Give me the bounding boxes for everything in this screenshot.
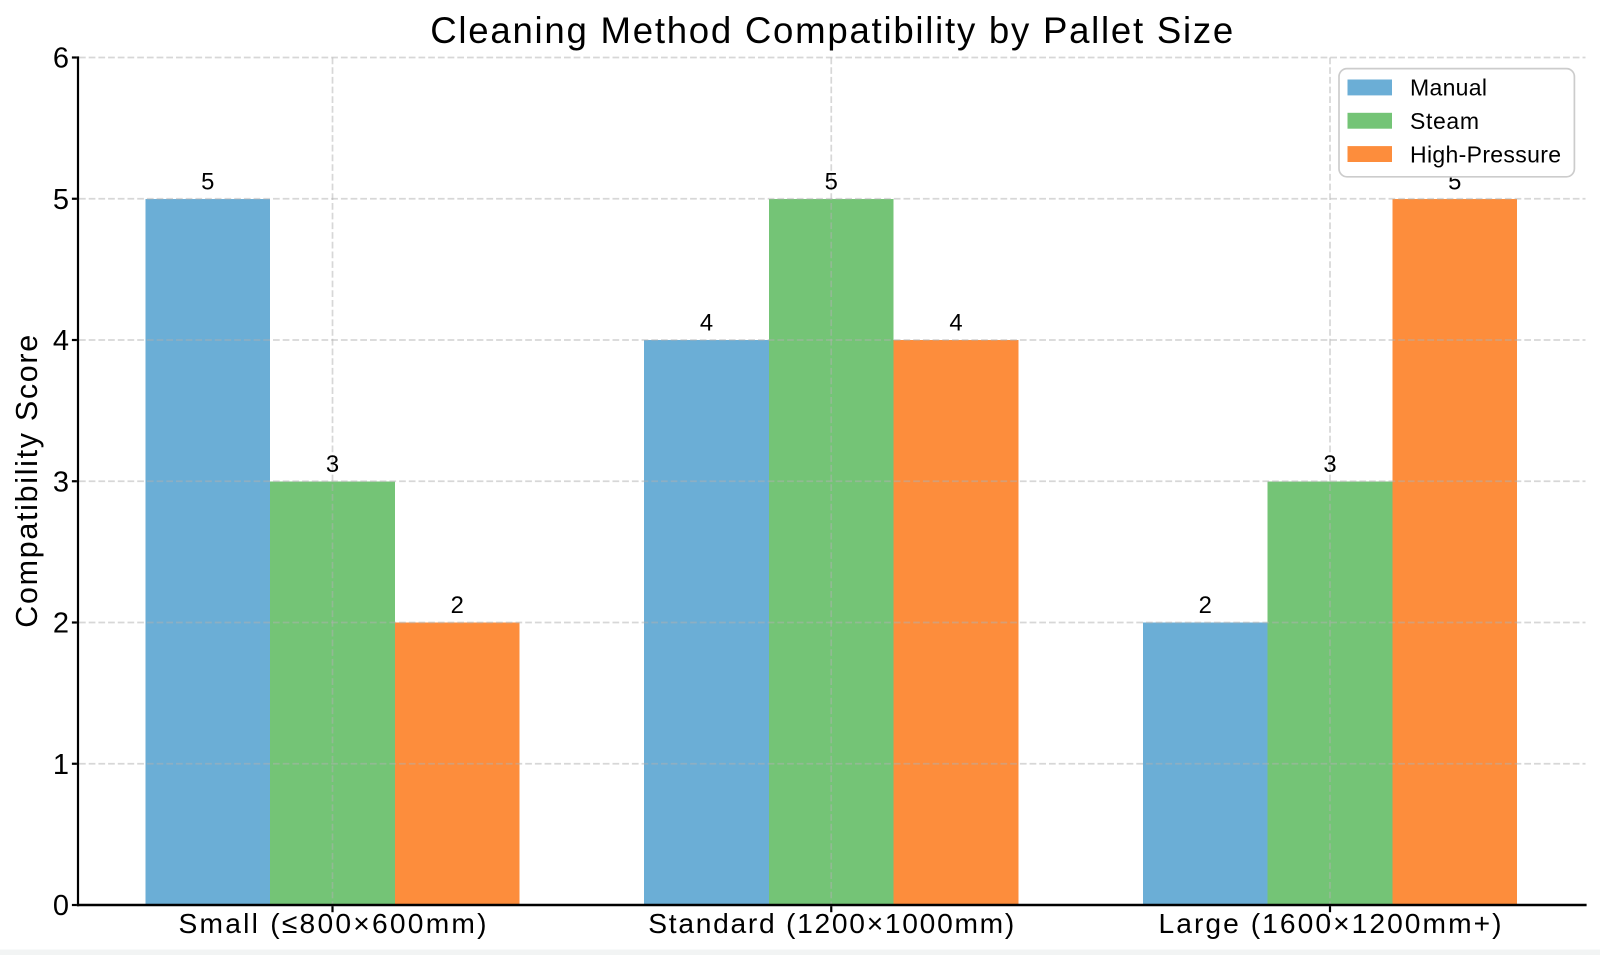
- svg-text:Compatibility Score: Compatibility Score: [10, 335, 44, 628]
- svg-text:3: 3: [1323, 451, 1336, 478]
- svg-text:3: 3: [53, 466, 69, 498]
- svg-text:High-Pressure: High-Pressure: [1410, 141, 1561, 167]
- svg-text:Standard (1200×1000mm): Standard (1200×1000mm): [648, 907, 1014, 939]
- svg-text:5: 5: [53, 184, 69, 216]
- svg-text:Large (1600×1200mm+): Large (1600×1200mm+): [1159, 907, 1502, 939]
- svg-text:6: 6: [53, 43, 69, 75]
- svg-text:5: 5: [201, 168, 214, 195]
- svg-text:1: 1: [53, 749, 69, 781]
- svg-text:2: 2: [53, 608, 69, 640]
- svg-text:4: 4: [949, 310, 962, 337]
- svg-text:2: 2: [1199, 592, 1212, 619]
- svg-text:Manual: Manual: [1410, 75, 1487, 101]
- svg-text:5: 5: [825, 168, 838, 195]
- svg-text:0: 0: [53, 890, 69, 922]
- svg-text:3: 3: [326, 451, 339, 478]
- svg-text:4: 4: [700, 310, 713, 337]
- svg-text:Steam: Steam: [1410, 108, 1479, 134]
- svg-text:2: 2: [451, 592, 464, 619]
- svg-text:4: 4: [53, 325, 69, 357]
- svg-text:Small (≤800×600mm): Small (≤800×600mm): [179, 907, 487, 939]
- svg-text:Cleaning Method Compatibility: Cleaning Method Compatibility by Pallet …: [430, 10, 1233, 51]
